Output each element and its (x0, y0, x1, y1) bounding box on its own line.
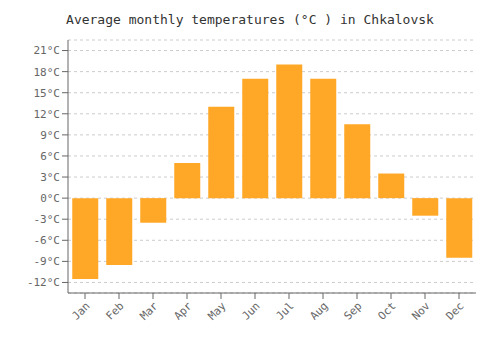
svg-text:0°C: 0°C (40, 192, 60, 205)
svg-text:12°C: 12°C (34, 108, 61, 121)
svg-text:-9°C: -9°C (34, 255, 61, 268)
svg-text:Dec: Dec (443, 299, 466, 322)
svg-text:18°C: 18°C (34, 66, 61, 79)
svg-text:May: May (205, 299, 229, 323)
svg-text:-3°C: -3°C (34, 213, 61, 226)
svg-text:6°C: 6°C (40, 150, 60, 163)
svg-text:Aug: Aug (307, 299, 330, 322)
svg-text:9°C: 9°C (40, 129, 60, 142)
svg-text:Jun: Jun (239, 299, 262, 322)
svg-text:Jul: Jul (273, 299, 296, 322)
svg-text:15°C: 15°C (34, 87, 61, 100)
html-text:Average monthly temperatures (: Average monthly temperatures (°C ) in Ch… (66, 12, 434, 27)
svg-text:Nov: Nov (409, 299, 433, 323)
svg-text:Apr: Apr (171, 299, 195, 323)
svg-text:Mar: Mar (137, 299, 161, 323)
svg-text:3°C: 3°C (40, 171, 60, 184)
svg-text:Oct: Oct (375, 299, 398, 322)
svg-text:-6°C: -6°C (34, 234, 61, 247)
svg-text:Jan: Jan (69, 299, 92, 322)
svg-text:Feb: Feb (103, 299, 126, 322)
svg-text:Sep: Sep (341, 299, 364, 322)
svg-text:-12°C: -12°C (27, 276, 60, 289)
svg-text:21°C: 21°C (34, 44, 61, 57)
